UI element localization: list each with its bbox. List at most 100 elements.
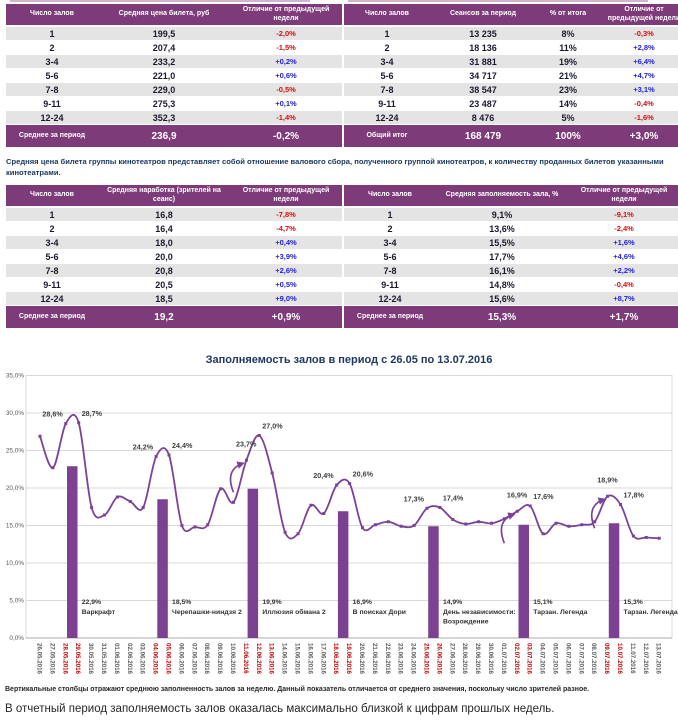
x-tick-label: 24.06.2016 (410, 643, 417, 675)
table-row: 9-11 14,8% -0,4% (344, 277, 678, 292)
annotation-label: 17,6% (533, 492, 554, 501)
x-tick-label: 06.07.2016 (564, 643, 571, 675)
report-conclusion: В отчетный период заполняемость залов ок… (5, 703, 555, 715)
table-cell: 207,4 (98, 40, 230, 55)
x-tick-label: 30.05.2016 (87, 643, 94, 675)
chart-title: Заполняемость залов в период с 26.05 по … (206, 354, 493, 366)
table-cell: 19% (536, 54, 600, 69)
table-row: 2 18 136 11% +2,8% (344, 40, 678, 55)
x-tick-label: 15.06.2016 (294, 643, 301, 675)
table-cell: 14,8% (436, 277, 568, 292)
diff-cell: +2,8% (600, 40, 678, 55)
column-header: Отличие от предыдущей недели (230, 4, 342, 27)
diff-cell: +0,4% (230, 235, 342, 250)
ticket-price-table-container: Число залов Средняя цена билета, руб Отлич… (6, 4, 342, 148)
table-row: 1 13 235 8% -0,3% (344, 26, 678, 41)
table-cell: 9-11 (6, 96, 98, 111)
table-cell: 229,0 (98, 82, 230, 97)
total-cell: Среднее за период (344, 305, 436, 329)
table-cell: 7-8 (344, 82, 430, 97)
y-tick-label: 5,0% (9, 598, 24, 605)
diff-cell: +0,6% (230, 68, 342, 83)
table-cell: 5-6 (344, 68, 430, 83)
diff-cell: +8,7% (568, 291, 678, 306)
table-cell: 7-8 (344, 263, 436, 278)
table-row: 3-4 31 881 19% +6,4% (344, 54, 678, 69)
table-cell: 1 (344, 207, 436, 222)
occupancy-chart: Заполняемость залов в период с 26.05 по … (6, 354, 678, 675)
table-cell: 11% (536, 40, 600, 55)
column-header: Число залов (6, 4, 98, 27)
y-tick-label: 0,0% (9, 635, 24, 642)
table-row: 9-11 23 487 14% -0,4% (344, 96, 678, 111)
diff-cell: -1,4% (230, 110, 342, 125)
table-row: 7-8 20,8 +2,6% (6, 263, 342, 278)
x-tick-label: 31.05.2016 (100, 643, 107, 675)
x-tick-label: 23.06.2016 (397, 643, 404, 675)
table-cell: 9-11 (344, 96, 430, 111)
column-header: Отличие от предыдущей недели (568, 185, 678, 208)
table-cell: 21% (536, 68, 600, 83)
x-tick-label: 28.06.2016 (461, 643, 468, 675)
weekly-average-bar (428, 526, 439, 638)
diff-cell: +2,6% (230, 263, 342, 278)
weekly-average-bar (337, 511, 349, 638)
x-tick-label: 04.07.2016 (539, 643, 546, 675)
x-tick-label: 02.06.2016 (126, 643, 133, 675)
column-header: Средняя цена билета, руб (98, 4, 230, 27)
table-cell: 3-4 (344, 235, 436, 250)
total-cell: Среднее за период (6, 124, 98, 148)
table-row: 3-4 233,2 +0,2% (6, 54, 342, 69)
total-cell: Среднее за период (6, 305, 98, 329)
weekly-average-bars: 22,9% Варкрафт 18,5% Черепашки-ниндзя 2 19,9… (67, 466, 678, 638)
table-cell: 23 487 (430, 96, 536, 111)
column-header: Число залов (6, 185, 98, 208)
x-tick-label: 28.05.2016 (61, 643, 68, 675)
diff-cell: +6,4% (600, 54, 678, 69)
table-cell: 12-24 (344, 291, 436, 306)
y-axis-labels: 35,0% 30,0% 25,0% 20,0% 15,0% 10,0% 5,0% 0,0% (6, 373, 24, 643)
x-tick-label: 11.06.2016 (242, 643, 249, 674)
table-row: 1 16,8 -7,8% (6, 207, 342, 222)
table-cell: 7-8 (6, 263, 98, 278)
annotation-label: 20,6% (353, 470, 374, 479)
data-annotations: 28,6% 28,7% 24,2% 24,4% 23,7% 27,0% 20,4% 20,6%… (42, 409, 644, 544)
table-row: 7-8 229,0 -0,5% (6, 82, 342, 97)
table-cell: 13,6% (436, 221, 568, 236)
table-cell: 2 (6, 40, 98, 55)
total-row: Общий итог 168 479 100% +3,0% (344, 124, 678, 148)
annotation-label: 20,4% (313, 471, 334, 480)
table-cell: 12-24 (6, 291, 98, 306)
weekly-average-bar (157, 499, 168, 638)
diff-cell: +1,6% (568, 235, 678, 250)
x-tick-label: 05.06.2016 (165, 643, 172, 675)
table-cell: 3-4 (6, 54, 98, 69)
y-tick-label: 20,0% (6, 485, 24, 492)
x-tick-label: 13.06.2016 (268, 643, 275, 675)
diff-cell: -0,4% (600, 96, 678, 111)
table-cell: 233,2 (98, 54, 230, 69)
x-tick-label: 25.06.2016 (423, 643, 430, 675)
y-tick-label: 30,0% (6, 410, 24, 417)
x-tick-label: 29.06.2016 (474, 643, 481, 675)
annotation-label: 17,8% (624, 491, 645, 500)
x-tick-label: 18.06.2016 (332, 643, 339, 675)
x-tick-label: 22.06.2016 (384, 643, 391, 675)
total-cell: -0,2% (230, 124, 342, 148)
total-cell: 100% (536, 124, 600, 148)
annotation-label: 23,7% (236, 439, 257, 448)
annotation-label: 27,0% (262, 422, 283, 431)
annotation-arrow (229, 461, 245, 493)
x-tick-label: 03.07.2016 (526, 643, 533, 675)
table-cell: 2 (344, 221, 436, 236)
table-header-row: Число залов Сеансов за период% от итога От… (344, 4, 678, 27)
table-row: 7-8 38 547 23% +3,1% (344, 82, 678, 97)
table-cell: 17,7% (436, 249, 568, 264)
table-row: 9-11 275,3 +0,1% (6, 96, 342, 111)
total-row: Среднее за период 19,2 +0,9% (6, 305, 342, 329)
chart-footnote: Вертикальные столбцы отражают среднюю за… (5, 686, 590, 693)
column-header: % от итога (536, 4, 600, 27)
table-row: 2 207,4 -1,5% (6, 40, 342, 55)
weekly-bar-label: 14,9% День независимости: Возрождение (443, 599, 516, 626)
column-header: Средняя заполняемость зала, % (436, 185, 568, 208)
